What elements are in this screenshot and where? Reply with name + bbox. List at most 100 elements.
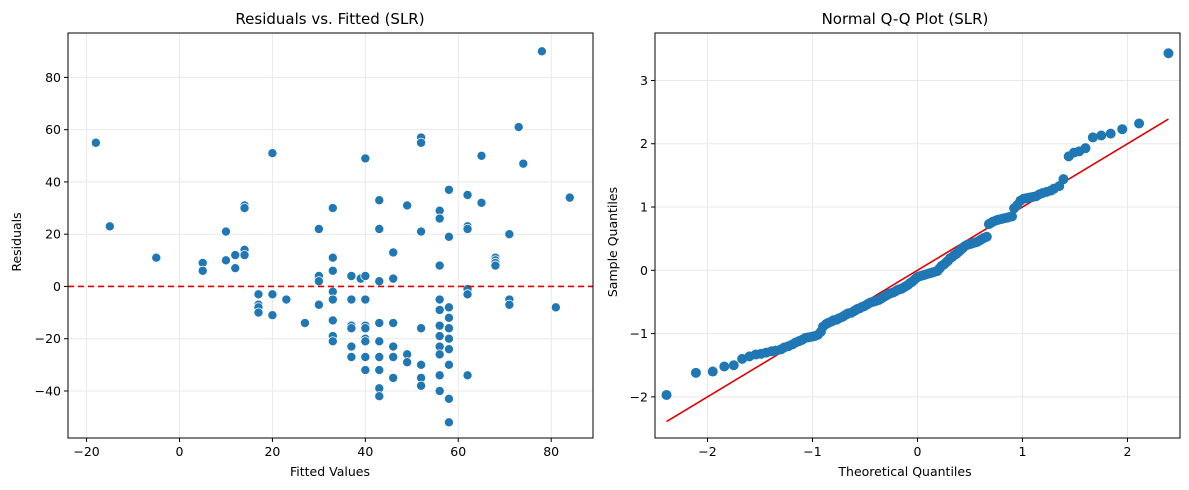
data-point: [239, 203, 250, 214]
data-point: [374, 318, 385, 329]
data-point: [220, 255, 231, 266]
data-point: [230, 250, 241, 261]
data-point: [513, 122, 524, 133]
data-point: [327, 336, 338, 347]
x-tick-label: 20: [264, 444, 280, 459]
data-point: [360, 323, 371, 334]
data-point: [388, 372, 399, 383]
chart-title: Residuals vs. Fitted (SLR): [235, 10, 424, 28]
data-point: [313, 223, 324, 234]
data-point: [443, 344, 454, 355]
data-point: [443, 393, 454, 404]
y-axis: −2 −1 0 1 2 3: [630, 73, 655, 404]
x-tick-label: −1: [803, 444, 821, 459]
data-point: [536, 46, 547, 57]
data-point: [1105, 128, 1116, 139]
data-point: [360, 270, 371, 281]
data-point: [104, 221, 115, 232]
y-tick-label: −1: [630, 326, 648, 341]
data-point: [253, 289, 264, 300]
data-point: [374, 391, 385, 402]
data-point: [388, 351, 399, 362]
y-tick-label: 2: [640, 136, 648, 151]
data-point: [434, 385, 445, 396]
data-point: [719, 361, 730, 372]
x-tick-label: 0: [176, 444, 184, 459]
y-axis: −40 −20 0 20 40 60 80: [35, 70, 68, 398]
data-points: [90, 46, 575, 428]
data-point: [388, 273, 399, 284]
reference-line: [666, 118, 1169, 423]
data-point: [360, 336, 371, 347]
y-tick-label: 0: [53, 279, 61, 294]
data-point: [346, 270, 357, 281]
data-point: [346, 351, 357, 362]
data-point: [690, 367, 701, 378]
data-point: [416, 380, 427, 391]
qq-reference-line: [666, 118, 1169, 423]
data-point: [1080, 143, 1091, 154]
y-tick-label: −40: [35, 383, 61, 398]
data-point: [443, 359, 454, 370]
data-point: [443, 312, 454, 323]
x-tick-label: 0: [914, 444, 922, 459]
data-point: [443, 417, 454, 428]
y-tick-label: 80: [45, 70, 61, 85]
data-point: [1007, 211, 1017, 222]
data-point: [434, 331, 445, 342]
grid: [655, 33, 1180, 438]
y-tick-label: 20: [45, 227, 61, 242]
x-tick-label: 1: [1019, 444, 1027, 459]
grid: [68, 33, 593, 438]
x-axis: −20 0 20 40 60 80: [73, 438, 559, 459]
y-tick-label: 40: [45, 174, 61, 189]
data-point: [402, 357, 413, 368]
data-point: [416, 323, 427, 334]
x-tick-label: 2: [1124, 444, 1132, 459]
data-point: [230, 263, 241, 274]
data-point: [360, 294, 371, 305]
data-point: [346, 341, 357, 352]
chart-title: Normal Q-Q Plot (SLR): [822, 10, 989, 28]
x-axis: −2 −1 0 1 2: [698, 438, 1131, 459]
data-point: [1117, 124, 1128, 135]
y-tick-label: 60: [45, 122, 61, 137]
y-axis-label: Residuals: [9, 212, 24, 271]
data-point: [1087, 132, 1098, 143]
data-point: [197, 265, 208, 276]
data-point: [728, 360, 739, 371]
data-point: [416, 226, 427, 237]
data-point: [151, 252, 162, 263]
data-point: [434, 320, 445, 331]
data-point: [1096, 130, 1107, 141]
data-point: [374, 195, 385, 206]
data-point: [476, 197, 487, 208]
data-point: [360, 365, 371, 376]
data-point: [346, 294, 357, 305]
data-point: [443, 231, 454, 242]
data-point: [313, 299, 324, 310]
x-tick-label: 40: [357, 444, 373, 459]
data-point: [462, 189, 473, 200]
data-point: [281, 294, 292, 305]
x-tick-label: −20: [73, 444, 99, 459]
y-tick-label: 0: [640, 263, 648, 278]
data-point: [327, 252, 338, 263]
data-point: [346, 323, 357, 334]
data-point: [443, 323, 454, 334]
x-axis-label: Fitted Values: [290, 464, 370, 479]
data-point: [416, 137, 427, 148]
data-point: [1163, 48, 1174, 59]
data-point: [661, 389, 672, 400]
data-point: [443, 302, 454, 313]
data-point: [327, 294, 338, 305]
data-points: [661, 48, 1174, 400]
data-point: [434, 213, 445, 224]
data-point: [374, 365, 385, 376]
data-point: [564, 192, 575, 203]
data-point: [490, 260, 501, 271]
data-point: [374, 336, 385, 347]
data-point: [1134, 118, 1145, 129]
data-point: [504, 299, 515, 310]
